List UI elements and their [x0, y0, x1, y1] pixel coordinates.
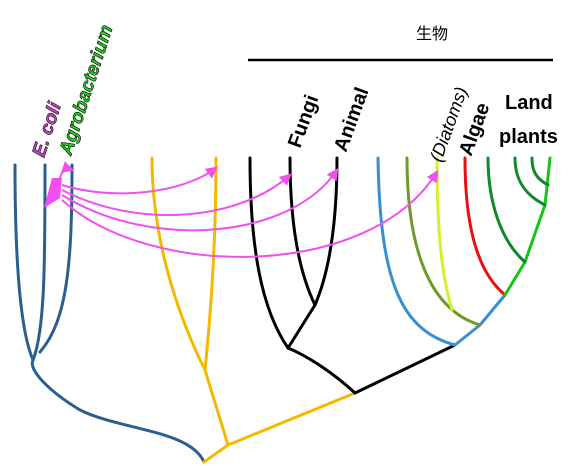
label-plants: plants — [499, 126, 558, 148]
gene-transfer-arrows — [59, 161, 439, 258]
gene-transfer-origin-icon — [44, 178, 62, 208]
label-animal: Animal — [330, 85, 373, 155]
bacteria-branches — [13, 163, 206, 464]
plant-branches — [376, 156, 552, 347]
opisthokont-branches — [248, 156, 457, 395]
header-title: 生物 — [416, 24, 448, 43]
trunk-branches — [150, 156, 357, 464]
label-fungi: Fungi — [284, 92, 323, 151]
label-agrobacterium: Agrobacterium — [55, 22, 117, 158]
label-land: Land — [505, 92, 553, 114]
